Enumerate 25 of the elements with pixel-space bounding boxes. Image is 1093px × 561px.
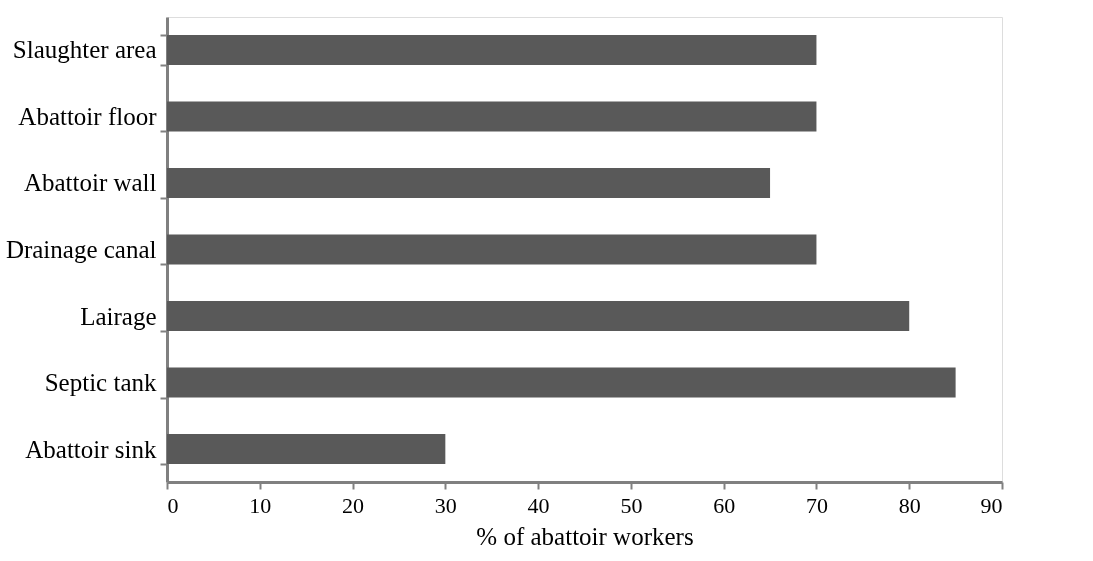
y-tick-label: Lairage — [80, 302, 157, 330]
x-tick-label: 40 — [527, 492, 550, 518]
x-tick-label: 50 — [620, 492, 643, 518]
x-tick-label: 10 — [249, 492, 272, 518]
y-tick-label: Slaughter area — [12, 36, 157, 64]
y-tick-label: Abattoir floor — [18, 102, 158, 130]
x-tick-label: 0 — [167, 492, 179, 518]
x-tick-label: 80 — [898, 492, 921, 518]
bar — [167, 168, 771, 198]
x-tick-label: 20 — [342, 492, 365, 518]
x-tick-label: 30 — [434, 492, 457, 518]
bar — [167, 101, 817, 132]
x-tick-label: 90 — [980, 492, 1003, 518]
bar — [167, 234, 817, 265]
y-tick-label: Drainage canal — [5, 236, 157, 263]
y-tick-label: Septic tank — [44, 369, 157, 397]
bar — [167, 367, 956, 398]
bar — [167, 301, 910, 331]
y-tick-label: Abattoir sink — [25, 435, 157, 463]
x-axis-title: % of abattoir workers — [476, 522, 694, 550]
y-tick-label: Abattoir wall — [23, 169, 157, 197]
x-tick-label: 70 — [805, 492, 828, 518]
bar — [167, 34, 817, 65]
x-tick-label: 60 — [713, 492, 736, 518]
bar — [167, 434, 446, 465]
